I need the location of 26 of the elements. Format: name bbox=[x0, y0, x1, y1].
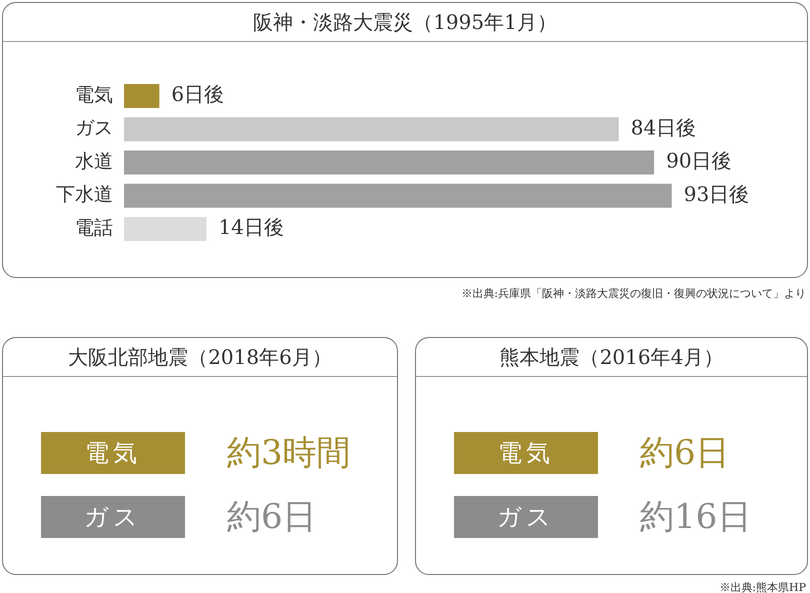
y-tick-label: ガス bbox=[75, 117, 113, 140]
data-label: 93日後 bbox=[684, 182, 750, 206]
bar bbox=[124, 117, 619, 142]
y-tick-label: 水道 bbox=[75, 150, 113, 172]
y-tick-label: 電話 bbox=[75, 216, 113, 239]
category-label: ガス bbox=[454, 496, 598, 538]
data-label: 6日後 bbox=[171, 82, 224, 106]
bar bbox=[124, 217, 206, 241]
bar bbox=[124, 84, 160, 108]
chart-title: 阪神・淡路大震災（1995年1月） bbox=[3, 3, 807, 42]
text: 約3時間 bbox=[227, 433, 351, 473]
text: 約6日 bbox=[640, 433, 730, 473]
data-label: 84日後 bbox=[630, 115, 696, 140]
text: ※出典:熊本県HP bbox=[719, 580, 806, 593]
bar bbox=[124, 184, 672, 208]
data-label: 14日後 bbox=[218, 215, 284, 240]
text: ※出典:兵庫県「阪神・淡路大震災の復旧・復興の状況について」より bbox=[461, 286, 806, 301]
text: 大阪北部地震（2018年6月） bbox=[3, 338, 397, 377]
y-tick-label: 下水道 bbox=[56, 184, 113, 206]
bar bbox=[124, 150, 654, 174]
category-label: 電気 bbox=[454, 432, 598, 474]
y-tick-label: 電気 bbox=[75, 84, 113, 106]
text: 熊本地震（2016年4月） bbox=[416, 338, 807, 377]
text: 約16日 bbox=[640, 497, 752, 537]
data-label: 90日後 bbox=[666, 148, 732, 173]
text: 約6日 bbox=[227, 497, 317, 537]
